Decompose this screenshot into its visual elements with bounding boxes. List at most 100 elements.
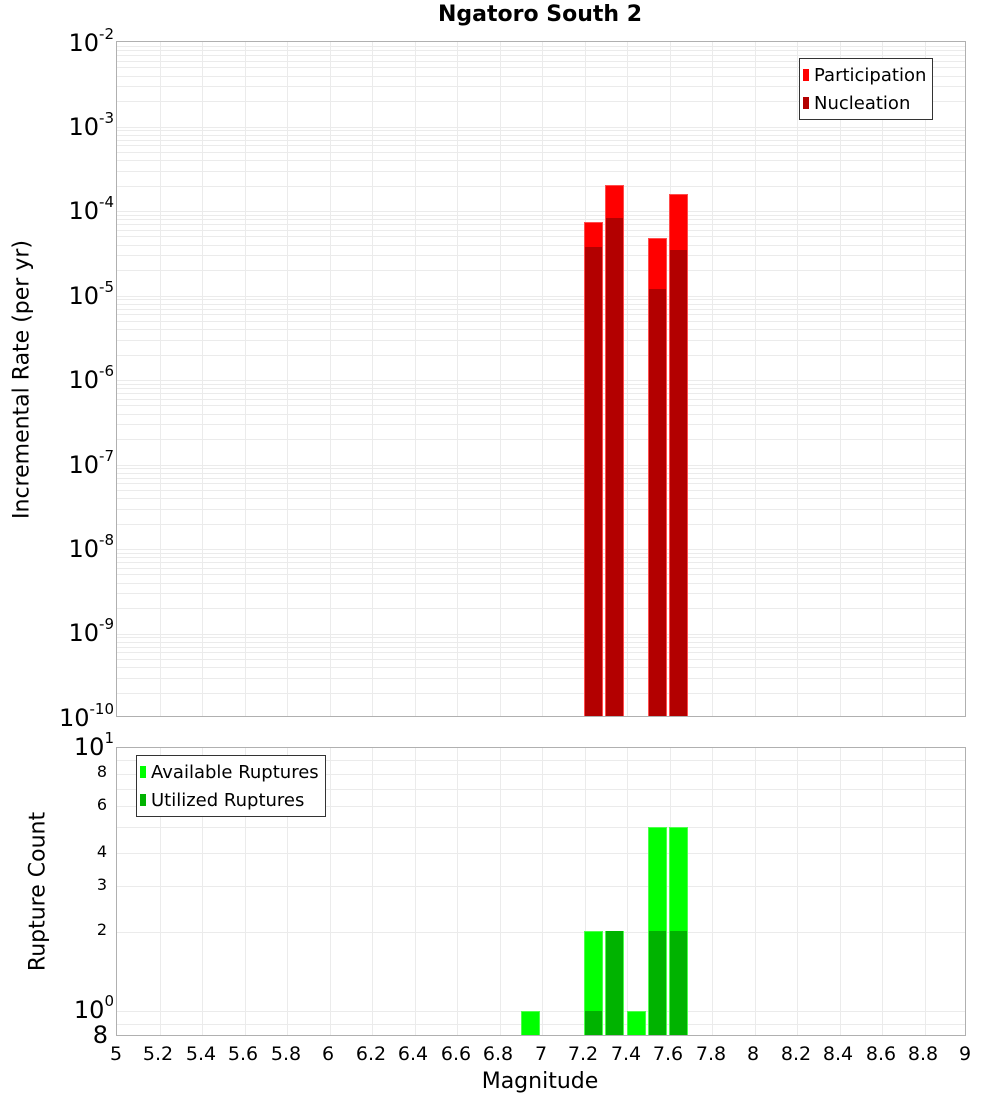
gridline <box>882 748 883 1035</box>
gridline <box>117 101 965 102</box>
gridline <box>117 424 965 425</box>
gridline <box>117 693 965 694</box>
gridline <box>117 574 965 575</box>
nucleation-bar[interactable] <box>584 247 603 716</box>
gridline <box>202 748 203 1035</box>
gridline <box>840 42 841 716</box>
utilized-ruptures-bar[interactable] <box>605 931 624 1035</box>
gridline <box>117 186 965 187</box>
gridline <box>117 774 965 775</box>
gridline <box>117 789 965 790</box>
gridline <box>117 46 965 47</box>
gridline <box>117 384 965 385</box>
gridline <box>117 478 965 479</box>
legend-item-available-ruptures: Available Ruptures <box>140 758 319 786</box>
xtick: 7.2 <box>567 1043 599 1065</box>
utilized-ruptures-bar[interactable] <box>584 1011 603 1035</box>
gridline <box>117 393 965 394</box>
gridline <box>117 61 965 62</box>
utilized-ruptures-bar[interactable] <box>669 931 688 1035</box>
gridline <box>117 321 965 322</box>
gridline <box>117 140 965 141</box>
gridline <box>117 608 965 609</box>
xtick: 8 <box>746 1043 760 1065</box>
gridline <box>117 399 965 400</box>
top-ytick: 10-5 <box>68 278 114 310</box>
nucleation-bar[interactable] <box>648 289 667 716</box>
top-ytick: 10-10 <box>58 700 114 732</box>
gridline <box>117 886 965 887</box>
legend-item-utilized-ruptures: Utilized Ruptures <box>140 786 319 814</box>
xtick: 7.4 <box>610 1043 642 1065</box>
xtick: 5.2 <box>142 1043 174 1065</box>
gridline <box>117 245 965 246</box>
gridline <box>117 652 965 653</box>
xtick: 7.8 <box>695 1043 727 1065</box>
top-ytick: 10-6 <box>68 362 114 394</box>
gridline <box>500 42 501 716</box>
gridline <box>117 299 965 300</box>
gridline <box>117 355 965 356</box>
gridline <box>500 748 501 1035</box>
gridline <box>117 67 965 68</box>
gridline <box>712 748 713 1035</box>
bottom-y-axis-label: Rupture Count <box>25 811 51 972</box>
gridline <box>117 465 965 466</box>
gridline <box>117 340 965 341</box>
xtick: 8.2 <box>780 1043 812 1065</box>
gridline <box>117 468 965 469</box>
bottom-ytick: 3 <box>96 875 107 894</box>
bottom-ytick: 6 <box>96 795 107 814</box>
gridline <box>117 76 965 77</box>
gridline <box>117 171 965 172</box>
available-ruptures-bar[interactable] <box>584 931 603 1035</box>
gridline <box>117 568 965 569</box>
xtick: 7 <box>534 1043 548 1065</box>
gridline <box>117 473 965 474</box>
gridline <box>117 490 965 491</box>
gridline <box>415 748 416 1035</box>
gridline <box>202 42 203 716</box>
gridline <box>117 642 965 643</box>
legend-label: Utilized Ruptures <box>151 789 305 811</box>
gridline <box>117 549 965 550</box>
xtick: 6.2 <box>355 1043 387 1065</box>
available-ruptures-bar[interactable] <box>627 1011 646 1035</box>
gridline <box>117 55 965 56</box>
top-ytick: 10-8 <box>68 531 114 563</box>
xtick: 9 <box>958 1043 972 1065</box>
nucleation-bar[interactable] <box>605 218 624 716</box>
gridline <box>117 219 965 220</box>
nucleation-bar[interactable] <box>669 250 688 716</box>
gridline <box>117 853 965 854</box>
gridline <box>330 42 331 716</box>
gridline <box>457 748 458 1035</box>
gridline <box>117 314 965 315</box>
gridline <box>117 329 965 330</box>
available-ruptures-bar[interactable] <box>521 1011 540 1035</box>
gridline <box>117 309 965 310</box>
gridline <box>585 748 586 1035</box>
legend-label: Nucleation <box>814 92 911 114</box>
gridline <box>117 647 965 648</box>
bottom-ytick: 8 <box>96 762 107 781</box>
gridline <box>882 42 883 716</box>
gridline <box>117 130 965 131</box>
gridline <box>117 230 965 231</box>
bottom-ytick: 4 <box>96 842 107 861</box>
gridline <box>117 483 965 484</box>
utilized-ruptures-bar[interactable] <box>648 931 667 1035</box>
gridline <box>117 659 965 660</box>
top-legend: Participation Nucleation <box>799 58 934 120</box>
top-ytick: 10-9 <box>68 615 114 647</box>
gridline <box>160 42 161 716</box>
xtick: 5.6 <box>227 1043 259 1065</box>
gridline <box>117 127 965 128</box>
gridline <box>627 748 628 1035</box>
gridline <box>117 388 965 389</box>
gridline <box>117 1024 965 1025</box>
gridline <box>117 270 965 271</box>
gridline <box>117 509 965 510</box>
xtick: 8.6 <box>865 1043 897 1065</box>
gridline <box>372 748 373 1035</box>
